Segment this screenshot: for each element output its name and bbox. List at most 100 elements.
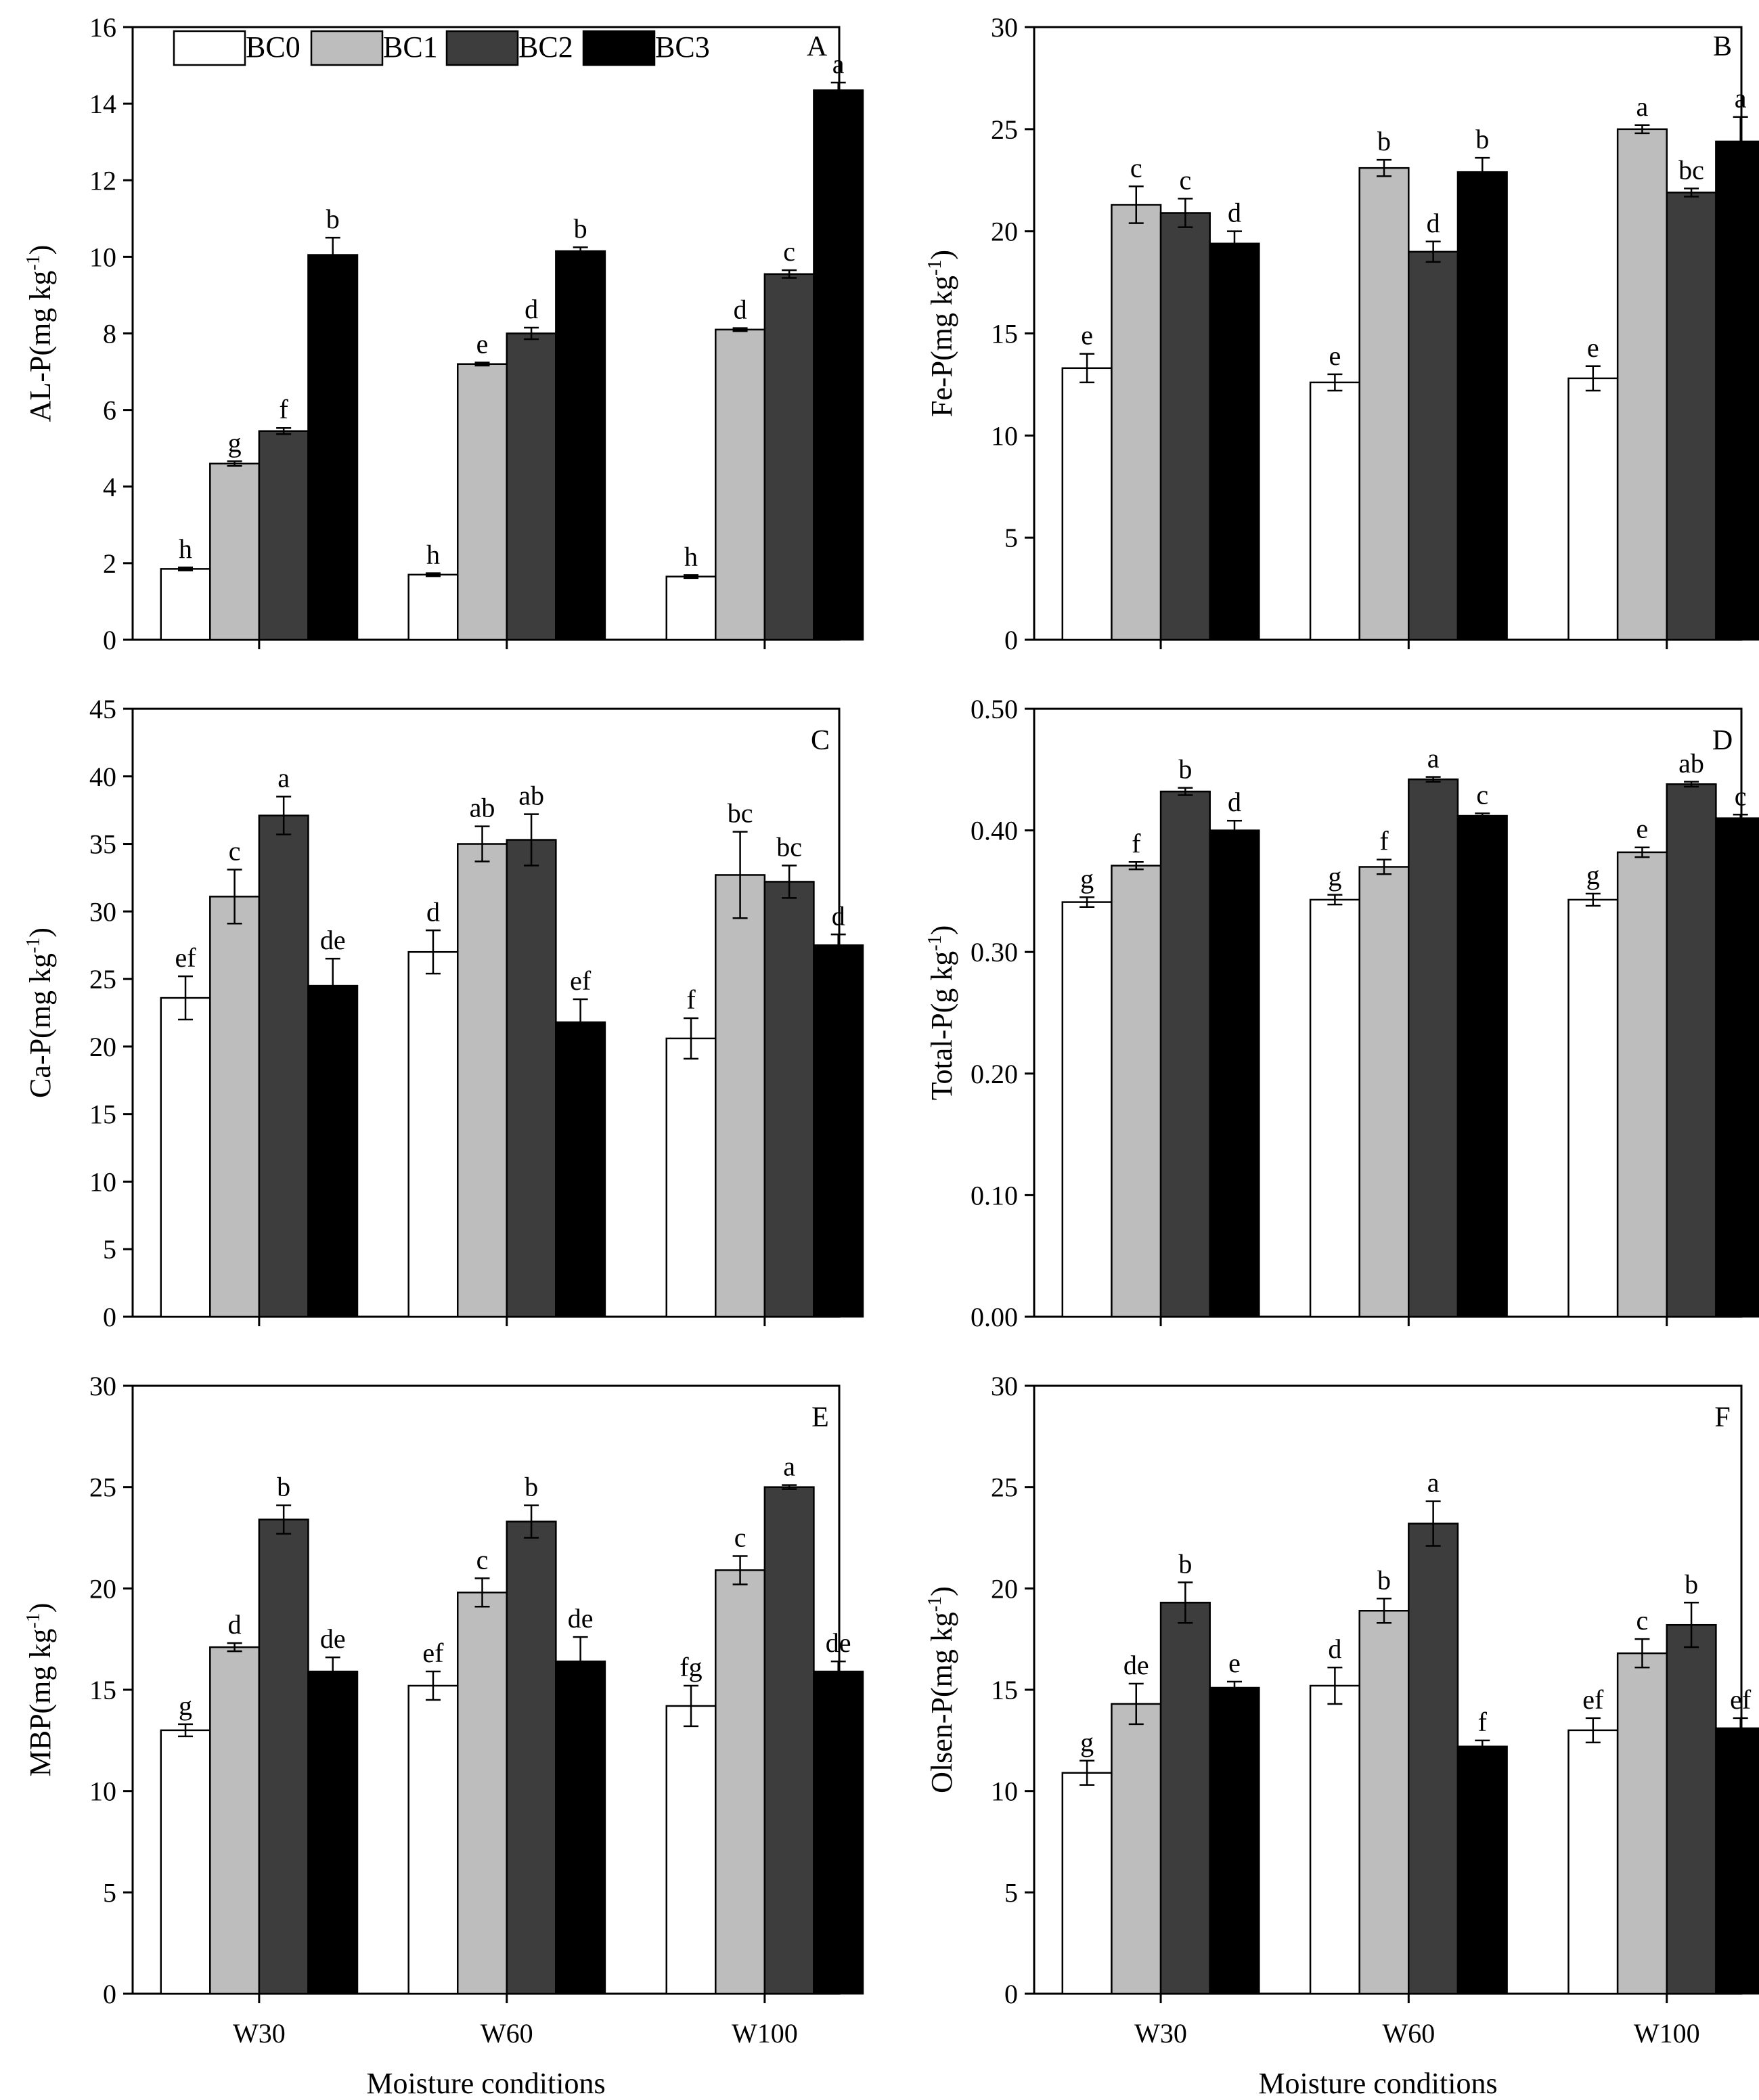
significance-letter: a	[1636, 91, 1649, 122]
y-axis-title: Ca-P(mg kg-1)	[23, 927, 57, 1098]
bar-bc0-w100	[665, 1037, 717, 1318]
panel-letter: F	[1714, 1402, 1730, 1433]
legend: BC0 BC1 BC2 BC3	[173, 30, 710, 66]
y-tick-label: 4	[103, 472, 116, 502]
x-tick-label: W100	[732, 2018, 798, 2049]
bar-bc1-w100	[715, 1569, 766, 1995]
y-tick-label: 45	[89, 694, 116, 724]
y-tick-label: 15	[89, 1675, 116, 1705]
x-tick-label: W60	[481, 2018, 533, 2049]
panel-letter: D	[1712, 725, 1733, 756]
significance-letter: ef	[1582, 1684, 1604, 1715]
bar-bc1-w100	[715, 874, 766, 1318]
significance-letter: de	[826, 1627, 851, 1658]
bar-bc2-w60	[1408, 250, 1459, 641]
bar-bc1-w30	[209, 1646, 261, 1995]
y-axis-title: Total-P(g kg-1)	[925, 925, 958, 1101]
bar-bc3-w30	[307, 254, 359, 641]
y-tick-label: 20	[991, 1573, 1018, 1604]
significance-letter: c	[1735, 781, 1747, 811]
significance-letter: d	[1228, 787, 1241, 817]
significance-letter: e	[1587, 332, 1599, 363]
significance-letter: a	[783, 1451, 795, 1482]
bar-bc0-w60	[407, 950, 459, 1318]
y-tick-label: 14	[89, 89, 116, 119]
significance-letter: ef	[175, 942, 196, 973]
y-tick-label: 20	[89, 1032, 116, 1062]
bar-bc1-w60	[1358, 1610, 1410, 1995]
y-tick-label: 5	[1004, 523, 1018, 553]
bar-bc0-w30	[160, 568, 211, 641]
bar-bc1-w60	[456, 363, 508, 641]
y-tick-label: 6	[103, 395, 116, 426]
bar-bc3-w60	[555, 250, 606, 641]
bar-bc3-w100	[1715, 140, 1759, 641]
y-tick-label: 0	[103, 1979, 116, 2009]
significance-letter: d	[1328, 1634, 1341, 1664]
y-tick-label: 25	[991, 114, 1018, 145]
y-tick-label: 10	[991, 1776, 1018, 1807]
significance-letter: b	[326, 204, 340, 234]
bar-bc2-w30	[258, 1518, 309, 1995]
significance-letter: g	[179, 1690, 192, 1721]
significance-letter: c	[783, 236, 795, 267]
bar-bc0-w30	[1061, 367, 1113, 641]
significance-letter: g	[1328, 861, 1341, 892]
significance-letter: d	[734, 294, 747, 325]
x-tick-label: W60	[1382, 2018, 1435, 2049]
bar-bc2-w100	[1666, 1623, 1717, 1995]
y-axis-title: AL-P(mg kg-1)	[23, 245, 57, 422]
bar-bc1-w60	[456, 1592, 508, 1995]
significance-letter: a	[1427, 1468, 1440, 1498]
y-axis-title: Olsen-P(mg kg-1)	[925, 1586, 958, 1793]
legend-swatch-bc3	[582, 30, 656, 66]
significance-letter: b	[574, 213, 587, 244]
bar-bc1-w60	[1358, 167, 1410, 641]
significance-letter: ef	[570, 965, 592, 996]
significance-letter: b	[1475, 124, 1489, 154]
bar-bc2-w60	[1408, 778, 1459, 1318]
y-tick-label: 15	[89, 1099, 116, 1130]
x-axis-title-right: Moisture conditions	[1258, 2067, 1497, 2100]
bar-bc0-w60	[407, 573, 459, 641]
y-tick-label: 16	[89, 12, 116, 43]
y-tick-label: 0.00	[971, 1302, 1018, 1332]
bar-bc2-w30	[1159, 1602, 1211, 1995]
bar-bc0-w30	[160, 997, 211, 1318]
legend-label: BC2	[518, 30, 573, 64]
significance-letter: d	[525, 294, 538, 324]
panel-f: 0 5 10 15 20 25 30 Olsen-P(mg kg-1) W30 W60 W100 g d…	[925, 1371, 1759, 2049]
x-axis-title-left: Moisture conditions	[366, 2067, 605, 2100]
bar-bc1-w100	[1616, 1652, 1668, 1995]
bar-bc2-w100	[1666, 192, 1717, 641]
significance-letter: ab	[1678, 748, 1704, 779]
bar-bc0-w30	[1061, 901, 1113, 1318]
significance-letter: b	[277, 1472, 290, 1502]
x-tick-label: W30	[1134, 2018, 1187, 2049]
significance-letter: fg	[680, 1652, 702, 1682]
legend-swatch-bc2	[445, 30, 519, 66]
significance-letter: b	[1685, 1569, 1698, 1599]
y-tick-label: 30	[89, 1371, 116, 1401]
bar-bc2-w60	[1408, 1523, 1459, 1995]
significance-letter: a	[1427, 743, 1440, 774]
significance-letter: de	[320, 925, 346, 955]
y-tick-label: 10	[89, 1776, 116, 1807]
significance-letter: h	[684, 541, 698, 571]
bar-bc2-w60	[506, 839, 557, 1318]
y-tick-label: 0.30	[971, 937, 1018, 967]
y-axis-title: Fe-P(mg kg-1)	[925, 250, 958, 417]
significance-letter: de	[568, 1603, 594, 1634]
y-tick-label: 25	[89, 964, 116, 994]
significance-letter: b	[1377, 1565, 1391, 1595]
y-tick-label: 0	[103, 1302, 116, 1332]
y-tick-label: 30	[991, 12, 1018, 43]
y-tick-label: 25	[89, 1472, 116, 1503]
bar-bc0-w100	[665, 1705, 717, 1995]
bar-bc2-w30	[1159, 790, 1211, 1318]
bar-bc3-w100	[1715, 1727, 1759, 1995]
significance-letter: a	[1735, 83, 1747, 114]
significance-letter: f	[279, 394, 288, 424]
y-tick-label: 15	[991, 1675, 1018, 1705]
bar-bc1-w30	[1111, 865, 1162, 1318]
